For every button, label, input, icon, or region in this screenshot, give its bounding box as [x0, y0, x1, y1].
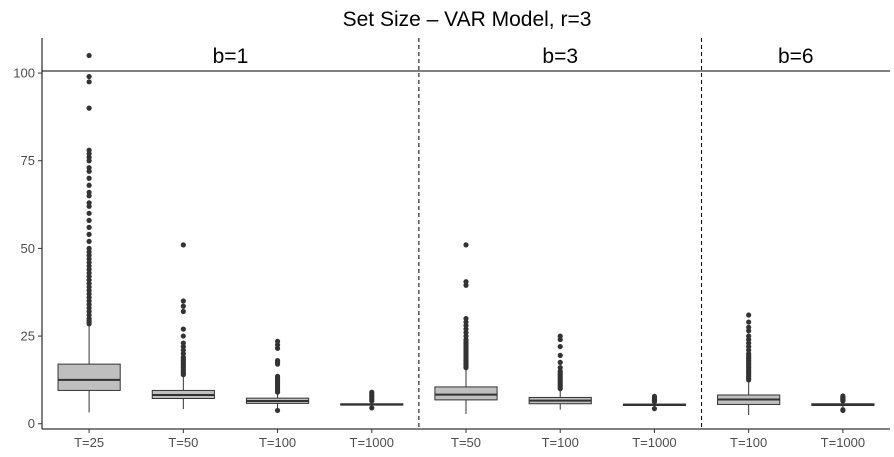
- outlier-point: [557, 343, 563, 350]
- outlier-point: [180, 333, 186, 339]
- outlier-point: [86, 245, 92, 252]
- outlier-point: [557, 365, 563, 371]
- x-tick-label: T=1000: [821, 435, 865, 450]
- outlier-point: [746, 324, 752, 330]
- outlier-point: [86, 200, 92, 206]
- outlier-point: [463, 315, 469, 322]
- outlier-point: [180, 340, 186, 346]
- boxplot-T50: T=50: [151, 242, 215, 450]
- outlier-point: [86, 175, 92, 181]
- y-tick-label: 100: [13, 66, 35, 81]
- outlier-point: [651, 393, 658, 399]
- y-tick-label: 75: [21, 153, 35, 168]
- outlier-point: [746, 333, 752, 339]
- outlier-point: [369, 389, 375, 395]
- outlier-point: [86, 73, 92, 80]
- boxplot-T50: T=50: [434, 242, 498, 450]
- outlier-point: [463, 279, 469, 285]
- boxplot-T100: T=100: [528, 333, 592, 450]
- x-tick-label: T=1000: [632, 435, 676, 450]
- boxplot-T1000: T=1000: [622, 393, 687, 450]
- boxplot-T100: T=100: [717, 312, 781, 450]
- outlier-point: [746, 312, 752, 318]
- outlier-point: [180, 242, 186, 248]
- outlier-point: [86, 238, 92, 244]
- outlier-point: [180, 303, 186, 309]
- outlier-point: [86, 105, 92, 111]
- panel-strip-label: b=3: [542, 45, 578, 68]
- x-tick-label: T=100: [730, 435, 767, 450]
- x-tick-label: T=100: [542, 435, 579, 450]
- boxplot-T100: T=100: [245, 338, 310, 450]
- chart-title: Set Size – VAR Model, r=3: [343, 8, 592, 31]
- outlier-point: [86, 147, 92, 153]
- outlier-point: [746, 319, 752, 325]
- outlier-point: [840, 393, 846, 399]
- outlier-point: [274, 407, 281, 414]
- x-tick-label: T=100: [259, 435, 296, 450]
- outlier-point: [274, 338, 281, 344]
- y-tick-label: 50: [21, 241, 35, 256]
- outlier-point: [369, 405, 375, 411]
- outlier-point: [86, 224, 92, 230]
- outlier-point: [180, 308, 186, 315]
- outlier-point: [557, 359, 563, 365]
- boxplot-T25: T=25: [57, 52, 121, 450]
- outlier-point: [557, 333, 563, 339]
- outlier-point: [86, 231, 92, 237]
- x-tick-label: T=25: [74, 435, 104, 450]
- outlier-point: [463, 242, 469, 248]
- outlier-point: [180, 326, 186, 332]
- outlier-point: [86, 52, 92, 59]
- panels: b=1 T=25 T=50 T=100 T=1000 b=3 T=50 T=100 T=1000…: [42, 38, 890, 450]
- outlier-point: [86, 217, 92, 223]
- outlier-point: [86, 189, 92, 195]
- outlier-point: [86, 210, 92, 216]
- panel-strip-label: b=6: [778, 45, 814, 68]
- y-tick-label: 0: [28, 416, 35, 431]
- y-axis: 0 25 50 75 100: [13, 38, 43, 431]
- y-tick-label: 25: [21, 329, 35, 344]
- outlier-point: [840, 407, 846, 413]
- x-tick-label: T=50: [168, 435, 198, 450]
- x-tick-label: T=1000: [350, 435, 394, 450]
- boxplot-T1000: T=1000: [811, 393, 875, 450]
- outlier-point: [557, 352, 563, 358]
- outlier-point: [274, 358, 281, 364]
- panel-b1: b=1 T=25 T=50 T=100 T=1000: [57, 45, 404, 450]
- outlier-point: [86, 79, 92, 85]
- x-tick-label: T=50: [451, 435, 481, 450]
- panel-b3: b=3 T=50 T=100 T=1000: [418, 38, 687, 450]
- box: [57, 363, 121, 391]
- panel-strip-label: b=1: [213, 45, 249, 68]
- outlier-point: [86, 182, 92, 188]
- outlier-point: [86, 165, 92, 171]
- outlier-point: [180, 298, 186, 304]
- boxplot-T1000: T=1000: [340, 389, 404, 450]
- outlier-point: [651, 406, 658, 412]
- box: [434, 386, 498, 401]
- outlier-point: [274, 373, 281, 379]
- panel-b6: b=6 T=100 T=1000: [701, 38, 875, 450]
